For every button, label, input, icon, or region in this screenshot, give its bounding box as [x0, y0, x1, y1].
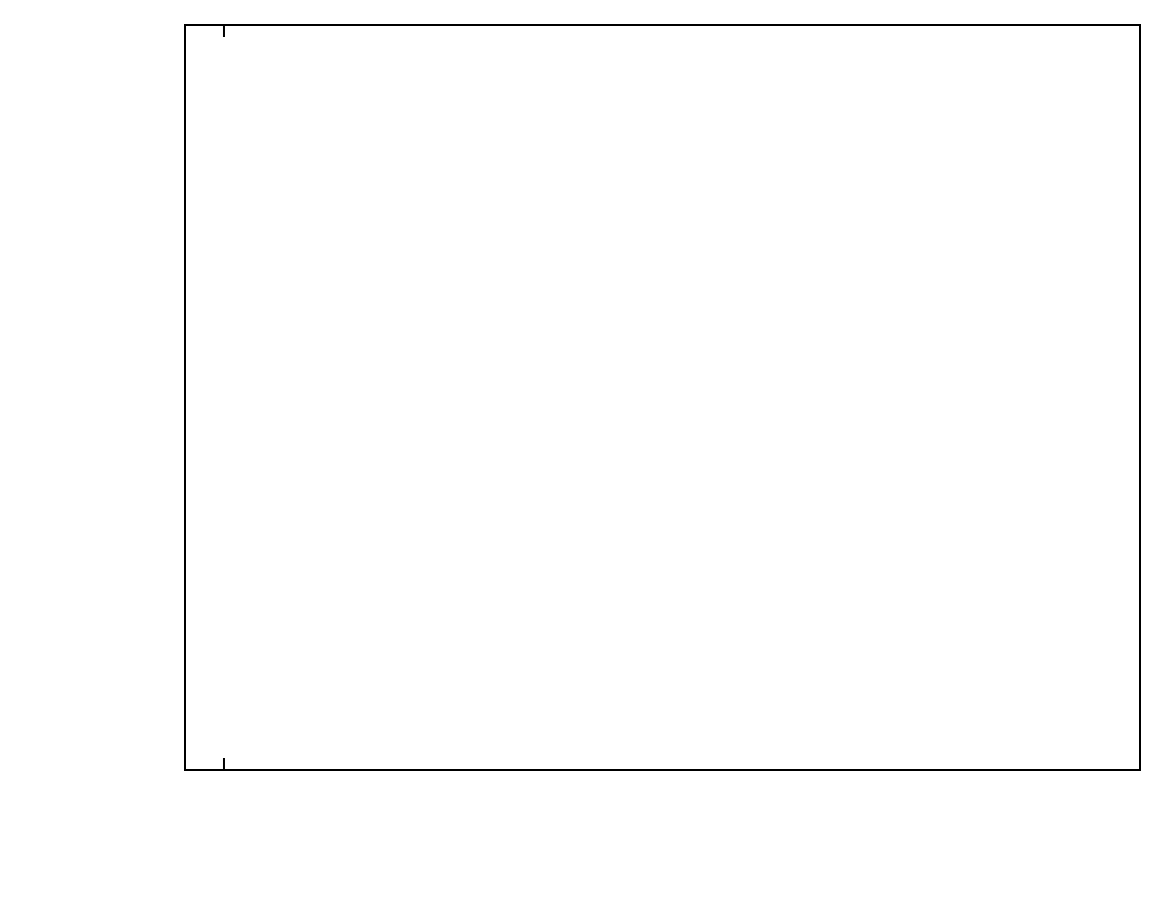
plot-area: [185, 25, 1140, 770]
chart-container: [0, 0, 1170, 899]
line-chart: [0, 0, 1170, 899]
